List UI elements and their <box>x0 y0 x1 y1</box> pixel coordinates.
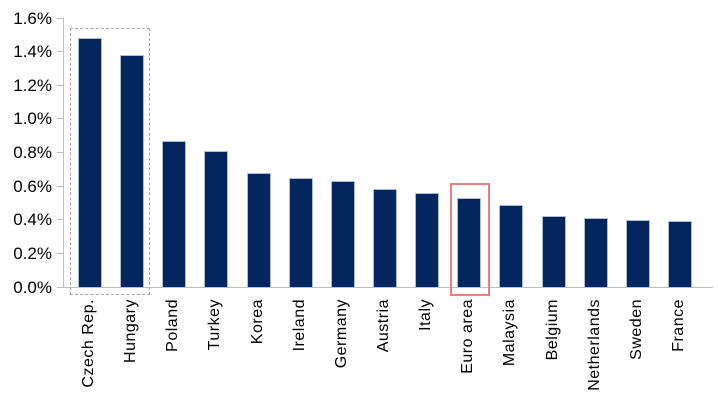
x-tick-label-korea: Korea <box>248 299 266 345</box>
x-tick-label-malaysia: Malaysia <box>501 299 519 367</box>
y-axis-line <box>63 18 64 287</box>
bar-euro-area <box>457 197 482 287</box>
euro-area-highlight <box>450 182 491 296</box>
bar-france <box>667 221 692 287</box>
y-tick <box>57 286 63 288</box>
x-axis-line <box>57 287 713 288</box>
bar-italy <box>415 192 440 287</box>
y-tick-label: 1.0% <box>13 109 52 129</box>
y-tick <box>57 51 63 53</box>
y-tick-label: 0.0% <box>13 277 52 297</box>
bar-germany <box>330 181 355 287</box>
y-tick-label: 1.2% <box>13 75 52 95</box>
bar-sweden <box>625 219 650 287</box>
y-tick <box>57 17 63 19</box>
y-tick <box>57 185 63 187</box>
x-tick-label-turkey: Turkey <box>206 299 224 351</box>
y-tick <box>57 219 63 221</box>
y-tick-label: 0.6% <box>13 176 52 196</box>
bar-czech-rep- <box>78 38 102 287</box>
y-tick <box>57 84 63 86</box>
x-tick-label-belgium: Belgium <box>543 299 561 361</box>
bar-korea <box>246 172 271 287</box>
bar-poland <box>162 140 187 287</box>
x-tick-label-ireland: Ireland <box>290 299 308 352</box>
bar-austria <box>372 189 397 287</box>
bar-ireland <box>288 177 313 287</box>
y-tick-label: 0.4% <box>13 210 52 230</box>
bar-netherlands <box>583 218 608 287</box>
czech-hungary-highlight <box>70 28 151 295</box>
y-tick-label: 0.8% <box>13 143 52 162</box>
y-tick <box>57 118 63 120</box>
x-tick-label-czech-rep-: Czech Rep. <box>80 299 97 388</box>
x-tick-label-italy: Italy <box>417 299 435 331</box>
x-tick-label-austria: Austria <box>374 299 392 353</box>
x-tick-label-hungary: Hungary <box>122 299 140 363</box>
x-tick-label-sweden: Sweden <box>627 299 645 360</box>
bar-turkey <box>204 150 229 287</box>
bar-belgium <box>541 216 566 287</box>
x-tick-label-netherlands: Netherlands <box>585 299 603 391</box>
y-tick-label: 1.4% <box>13 42 52 62</box>
y-tick-label: 0.2% <box>13 243 52 263</box>
x-tick-label-germany: Germany <box>332 299 350 369</box>
x-tick-label-euro-area: Euro area <box>459 299 477 374</box>
bar-malaysia <box>499 204 524 287</box>
x-tick-label-france: France <box>669 299 687 352</box>
y-tick <box>57 152 63 153</box>
bar-hungary <box>120 54 145 287</box>
y-tick <box>57 252 63 254</box>
y-tick-label: 1.6% <box>13 8 52 28</box>
x-tick-label-poland: Poland <box>164 299 182 352</box>
